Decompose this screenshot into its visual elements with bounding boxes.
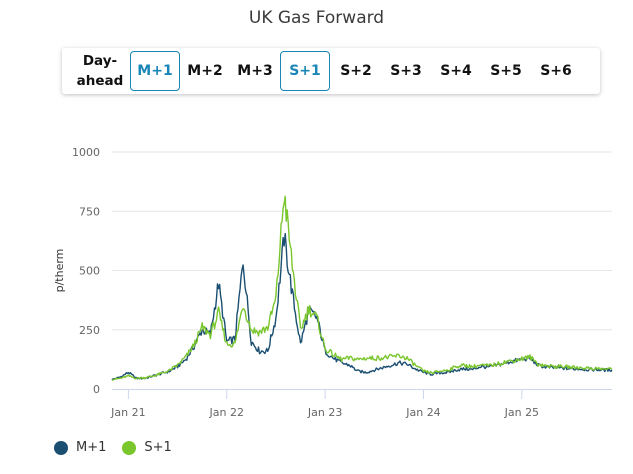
y-tick-label: 750 [79, 205, 100, 218]
tenor-selector: Day-ahead M+1 M+2 M+3 S+1 S+2 S+3 S+4 S+… [62, 48, 600, 94]
legend-item-s1[interactable]: S+1 [122, 440, 172, 455]
y-axis-label: p/therm [53, 249, 66, 293]
legend-label: S+1 [144, 440, 172, 455]
tab-m2[interactable]: M+2 [187, 62, 223, 79]
tab-s4[interactable]: S+4 [440, 62, 472, 79]
legend-marker [122, 440, 137, 455]
tab-dayahead[interactable]: Day-ahead [76, 53, 124, 89]
series-line-m1 [111, 232, 613, 381]
legend: M+1 S+1 [54, 440, 188, 455]
x-tick-label: Jan 23 [307, 406, 342, 419]
tab-m3[interactable]: M+3 [237, 62, 273, 79]
tab-s2[interactable]: S+2 [340, 62, 372, 79]
tab-s3[interactable]: S+3 [390, 62, 422, 79]
x-tick-label: Jan 22 [209, 406, 244, 419]
y-tick-label: 1000 [72, 146, 100, 159]
x-tick-label: Jan 25 [504, 406, 539, 419]
x-tick-label: Jan 21 [110, 406, 145, 419]
legend-item-m1[interactable]: M+1 [54, 440, 106, 455]
tab-s5[interactable]: S+5 [490, 62, 522, 79]
series-line-s1 [111, 195, 613, 381]
y-tick-label: 500 [79, 265, 100, 278]
legend-label: M+1 [76, 440, 107, 455]
tab-m1[interactable]: M+1 [130, 51, 180, 91]
y-tick-label: 250 [79, 324, 100, 337]
tab-s6[interactable]: S+6 [540, 62, 572, 79]
line-chart: 0 250 500 750 1000 Jan 21 Jan 22 Jan 23 Jan 24 Ja… [53, 146, 613, 419]
y-tick-label: 0 [93, 383, 100, 396]
legend-marker [54, 440, 68, 455]
tab-s1[interactable]: S+1 [280, 51, 330, 91]
chart-title: UK Gas Forward [248, 8, 385, 28]
x-tick-label: Jan 24 [405, 406, 440, 419]
